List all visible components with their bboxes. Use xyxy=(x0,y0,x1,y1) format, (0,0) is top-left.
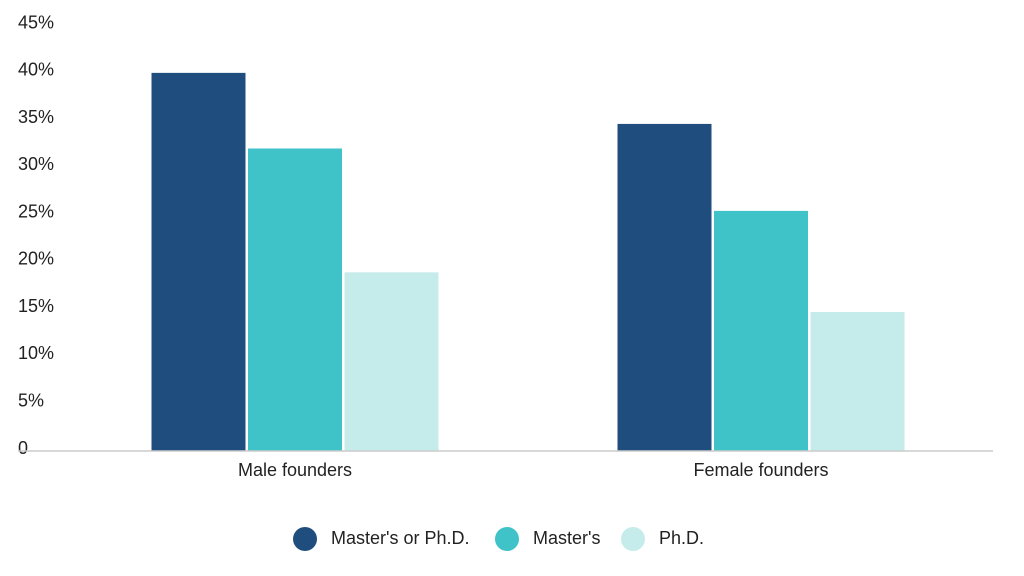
bar xyxy=(617,123,712,451)
y-tick-label: 45% xyxy=(18,12,54,32)
bar xyxy=(248,148,342,451)
y-tick-label: 10% xyxy=(18,343,54,363)
x-tick-label: Male founders xyxy=(238,460,352,480)
legend-marker xyxy=(621,527,645,551)
legend-label: Ph.D. xyxy=(659,528,704,548)
legend-label: Master's xyxy=(533,528,600,548)
legend-marker xyxy=(293,527,317,551)
bar xyxy=(344,272,439,451)
y-tick-label: 5% xyxy=(18,390,44,410)
y-tick-label: 30% xyxy=(18,154,54,174)
y-tick-label: 40% xyxy=(18,60,54,80)
y-tick-label: 35% xyxy=(18,107,54,127)
legend-label: Master's or Ph.D. xyxy=(331,528,469,548)
y-tick-label: 25% xyxy=(18,201,54,221)
legend-marker xyxy=(495,527,519,551)
bar xyxy=(714,210,808,451)
y-tick-label: 20% xyxy=(18,249,54,269)
x-tick-label: Female founders xyxy=(693,460,828,480)
bar xyxy=(810,312,905,451)
y-tick-label: 15% xyxy=(18,296,54,316)
y-tick-label: 0 xyxy=(18,438,28,458)
bar xyxy=(151,72,246,451)
